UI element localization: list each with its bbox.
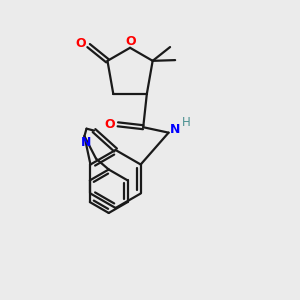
Text: H: H bbox=[182, 116, 191, 129]
Text: O: O bbox=[105, 118, 115, 131]
Text: O: O bbox=[125, 35, 136, 48]
Text: N: N bbox=[170, 122, 180, 136]
Text: N: N bbox=[81, 136, 92, 149]
Text: O: O bbox=[75, 37, 86, 50]
